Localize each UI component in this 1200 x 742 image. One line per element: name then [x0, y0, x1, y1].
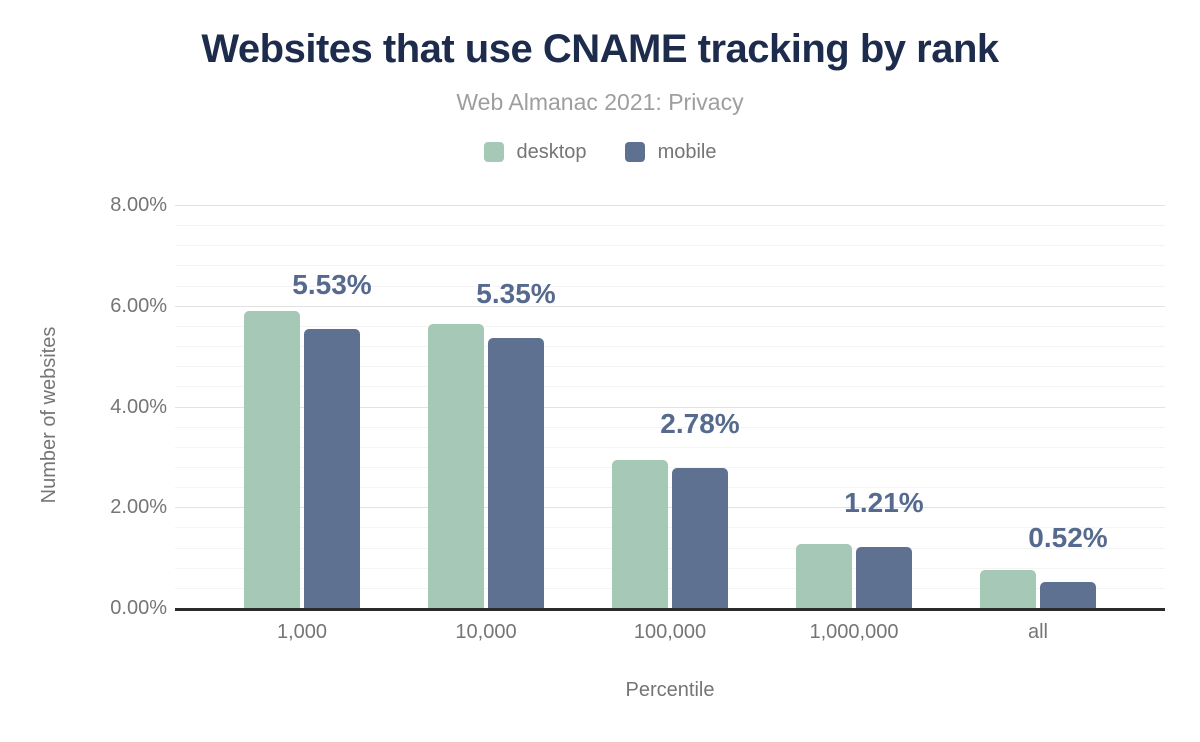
legend-swatch-mobile — [624, 142, 645, 162]
x-tick-label-1000: 1,000 — [276, 621, 328, 643]
gridline-minor — [175, 427, 1165, 428]
x-tick-label-10000: 10,000 — [455, 621, 517, 643]
gridline-minor — [175, 286, 1165, 287]
gridline-minor — [175, 588, 1165, 589]
bar-value-label-1000: 5.53% — [292, 269, 372, 301]
gridline-minor — [175, 467, 1165, 468]
y-tick-label: 8.00% — [110, 194, 167, 216]
chart-subtitle: Web Almanac 2021: Privacy — [456, 89, 744, 115]
x-tick-label-1000000: 1,000,000 — [809, 621, 899, 643]
x-tick-label-100000: 100,000 — [633, 621, 707, 643]
bar-desktop-10000 — [428, 324, 484, 608]
legend-item-desktop: desktop — [483, 140, 587, 164]
bar-value-label-10000: 5.35% — [476, 278, 556, 310]
bar-mobile-all — [1040, 581, 1096, 608]
gridline-major — [175, 507, 1165, 508]
bar-desktop-all — [980, 569, 1036, 608]
x-axis-title: Percentile — [625, 679, 715, 701]
gridline-major — [175, 205, 1165, 206]
gridline-major — [175, 407, 1165, 408]
x-tick-label-all: all — [1027, 621, 1048, 643]
gridline-minor — [175, 346, 1165, 347]
bar-desktop-1000000 — [796, 543, 852, 608]
chart-title: Websites that use CNAME tracking by rank — [201, 27, 999, 71]
bar-desktop-100000 — [612, 459, 668, 608]
gridline-minor — [175, 386, 1165, 387]
legend-swatch-desktop — [483, 142, 504, 162]
legend-label-mobile: mobile — [657, 141, 717, 163]
gridline-minor — [175, 487, 1165, 488]
legend: desktop mobile — [0, 140, 1200, 164]
gridline-minor — [175, 548, 1165, 549]
legend-label-desktop: desktop — [516, 141, 587, 163]
gridline-major — [175, 306, 1165, 307]
y-tick-label: 4.00% — [110, 396, 167, 418]
gridline-minor — [175, 265, 1165, 266]
bar-mobile-1000000 — [856, 547, 912, 608]
y-tick-label: 6.00% — [110, 295, 167, 317]
bar-mobile-10000 — [488, 338, 544, 608]
gridline-minor — [175, 527, 1165, 528]
y-tick-label: 0.00% — [110, 597, 167, 619]
gridline-minor — [175, 366, 1165, 367]
gridline-minor — [175, 225, 1165, 226]
gridline-minor — [175, 326, 1165, 327]
bar-desktop-1000 — [244, 310, 300, 608]
bar-value-label-100000: 2.78% — [660, 407, 740, 439]
gridline-minor — [175, 568, 1165, 569]
legend-item-mobile: mobile — [624, 140, 717, 164]
x-axis-line — [175, 608, 1165, 611]
y-tick-label: 2.00% — [110, 496, 167, 518]
bar-mobile-100000 — [672, 467, 728, 608]
gridline-minor — [175, 245, 1165, 246]
bar-value-label-all: 0.52% — [1028, 521, 1108, 553]
gridline-minor — [175, 447, 1165, 448]
bar-value-label-1000000: 1.21% — [844, 487, 924, 519]
bar-mobile-1000 — [304, 329, 360, 608]
